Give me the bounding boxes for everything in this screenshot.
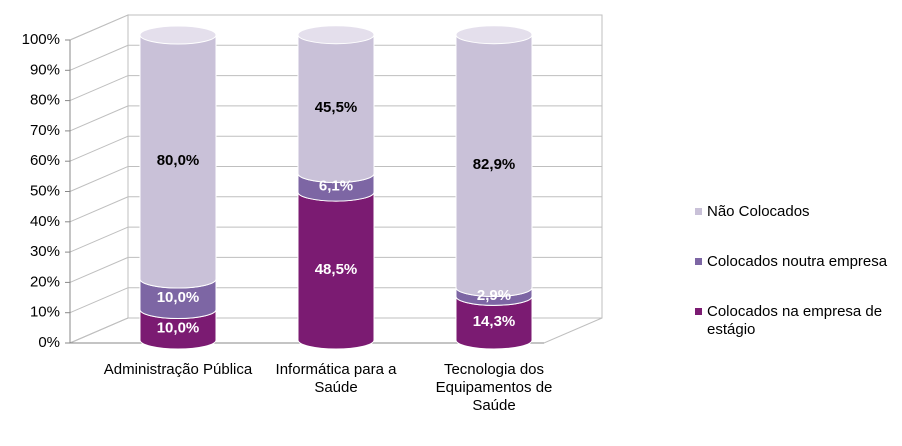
grid-line bbox=[69, 196, 602, 223]
y-tick-label: 30% bbox=[30, 243, 60, 260]
cylinder-segment bbox=[139, 309, 217, 350]
grid-line bbox=[69, 105, 602, 132]
y-tick-label: 50% bbox=[30, 182, 60, 199]
cylinder-segment bbox=[139, 278, 217, 319]
x-tick-label: Informática para a Saúde bbox=[275, 361, 397, 396]
legend-swatch bbox=[695, 258, 702, 265]
data-label: 48,5% bbox=[315, 261, 358, 278]
legend-item: Colocados noutra empresa bbox=[695, 253, 897, 271]
legend-swatch bbox=[695, 208, 702, 215]
grid-line bbox=[69, 256, 602, 283]
x-tick-label: Administração Pública bbox=[103, 361, 253, 378]
data-label: 82,9% bbox=[473, 156, 516, 173]
grid-line bbox=[69, 317, 602, 344]
y-tick-label: 60% bbox=[30, 152, 60, 169]
y-tick-label: 70% bbox=[30, 122, 60, 139]
data-label: 80,0% bbox=[157, 152, 200, 169]
data-label: 45,5% bbox=[315, 99, 358, 116]
y-tick-label: 90% bbox=[30, 61, 60, 78]
grid-line bbox=[69, 75, 602, 102]
data-label: 6,1% bbox=[319, 178, 353, 195]
legend-label: Não Colocados bbox=[707, 203, 810, 220]
legend-item: Colocados na empresa de estágio bbox=[695, 303, 897, 339]
data-label: 14,3% bbox=[473, 313, 516, 330]
grid-line bbox=[69, 44, 602, 71]
y-tick-label: 20% bbox=[30, 273, 60, 290]
y-tick-label: 40% bbox=[30, 213, 60, 230]
grid-line bbox=[69, 226, 602, 253]
cylinder-segment bbox=[297, 191, 375, 350]
legend-item: Não Colocados bbox=[695, 203, 897, 221]
cylinder-segment bbox=[139, 34, 217, 289]
x-tick-label: Tecnologia dos Equipamentos de Saúde bbox=[435, 361, 553, 414]
cylinder-top bbox=[139, 25, 217, 45]
y-tick-label: 80% bbox=[30, 92, 60, 109]
data-label: 10,0% bbox=[157, 289, 200, 306]
cylinder-top bbox=[455, 25, 533, 45]
legend-label: Colocados noutra empresa bbox=[707, 253, 888, 270]
grid-line bbox=[69, 287, 602, 314]
legend-swatch bbox=[695, 308, 702, 315]
y-tick-label: 0% bbox=[38, 334, 60, 351]
data-label: 10,0% bbox=[157, 320, 200, 337]
grid-line bbox=[69, 14, 602, 41]
y-tick-label: 10% bbox=[30, 304, 60, 321]
cylinder-segment bbox=[455, 295, 533, 350]
data-label: 2,9% bbox=[477, 287, 511, 304]
legend-label: Colocados na empresa de estágio bbox=[707, 303, 883, 338]
y-tick-label: 100% bbox=[22, 31, 60, 48]
cylinder-segment bbox=[297, 34, 375, 183]
cylinder-top bbox=[297, 25, 375, 45]
grid-line bbox=[69, 166, 602, 192]
cylinder-segment bbox=[455, 34, 533, 298]
grid-line bbox=[69, 135, 602, 162]
